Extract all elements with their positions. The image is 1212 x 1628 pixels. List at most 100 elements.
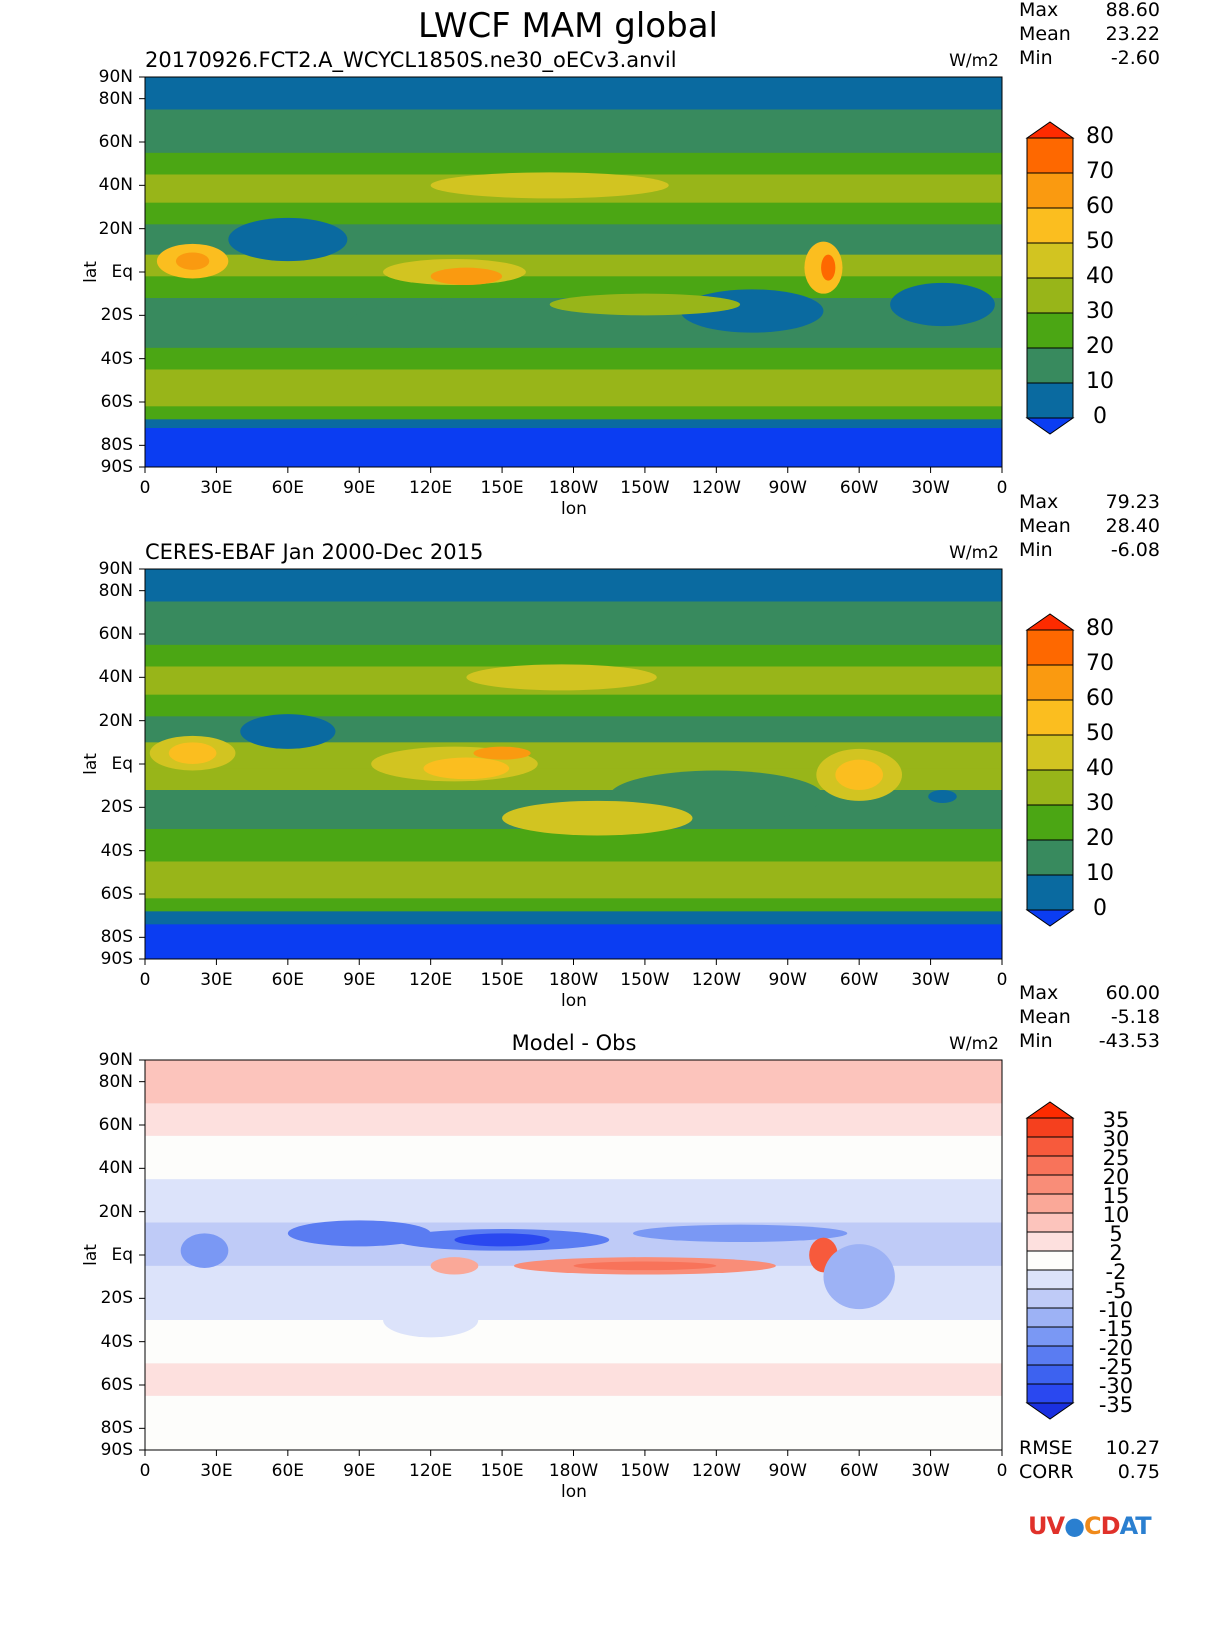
y-axis-label: lat: [80, 1244, 101, 1266]
contour-band: [145, 406, 1002, 420]
contour-band: [145, 419, 1002, 429]
lat-tick-label: 40N: [98, 175, 133, 196]
lon-tick-label: 150E: [480, 1461, 524, 1481]
units-label: W/m2: [949, 51, 999, 71]
contour-band: [145, 911, 1002, 925]
colorbar-bin: [1026, 1307, 1074, 1328]
contour-band: [145, 254, 1002, 277]
map-panel-3: [139, 1059, 1075, 1456]
contour-region: [821, 254, 836, 281]
lat-tick-label: 40N: [98, 667, 133, 688]
contour-band: [145, 1320, 1002, 1364]
lat-tick-label: 90N: [98, 1050, 133, 1070]
lon-tick-label: 90W: [768, 970, 807, 990]
stat-label-min: Min: [1019, 47, 1053, 69]
colorbar-label: 30: [1102, 1127, 1130, 1151]
contour-band: [145, 898, 1002, 912]
lon-tick-label: 30W: [911, 970, 950, 990]
lat-tick-label: 80N: [98, 580, 133, 601]
lat-tick-label: 90N: [98, 67, 133, 87]
lon-tick-label: 150E: [480, 478, 524, 498]
lon-tick-label: 30E: [200, 1461, 233, 1481]
contour-band: [145, 694, 1002, 717]
colorbar-label: -2: [1105, 1260, 1127, 1284]
colorbar-bin: [1026, 207, 1074, 244]
lat-tick-label: 60N: [98, 624, 133, 644]
colorbar-label: 10: [1086, 861, 1114, 886]
colorbar-bin: [1026, 839, 1074, 876]
lat-tick-label: 60S: [100, 884, 133, 904]
stat-label-min: Min: [1019, 1030, 1053, 1052]
colorbar: [1025, 121, 1075, 435]
colorbar-arrow-top: [1025, 1101, 1075, 1119]
lon-tick-label: 0: [139, 478, 151, 498]
map-panel-2: [139, 568, 1075, 965]
y-axis-label: lat: [80, 753, 101, 775]
lon-tick-label: 120E: [409, 478, 453, 498]
stat-value-max: 88.60: [1105, 0, 1160, 21]
colorbar-label: 35: [1102, 1108, 1130, 1132]
colorbar-bin: [1026, 1117, 1074, 1138]
x-axis-label: lon: [561, 991, 587, 1011]
contour-region: [454, 1233, 550, 1247]
lon-tick-label: 60E: [271, 1461, 305, 1481]
contour-region: [228, 217, 348, 262]
lon-tick-label: 180W: [548, 970, 599, 990]
stat-label-min: Min: [1019, 539, 1053, 561]
stat-value-rmse: 10.27: [1105, 1437, 1160, 1459]
colorbar-bin: [1026, 734, 1074, 771]
uvcdat-logo: UV●CDAT: [1028, 1512, 1152, 1540]
colorbar-label: 50: [1086, 721, 1114, 746]
contour-band: [145, 77, 1002, 110]
lon-tick-label: 150W: [620, 970, 670, 990]
lon-tick-label: 60W: [839, 1461, 879, 1481]
lon-tick-label: 90E: [343, 970, 376, 990]
colorbar-arrow-top: [1025, 613, 1075, 631]
colorbar-label: 0: [1093, 896, 1107, 921]
stat-label-rmse: RMSE: [1019, 1437, 1073, 1459]
colorbar-label: 30: [1086, 299, 1114, 324]
stat-value-min: -6.08: [1110, 539, 1160, 561]
contour-band: [145, 276, 1002, 299]
units-label: W/m2: [949, 543, 999, 563]
colorbar-arrow-bottom: [1025, 1402, 1075, 1420]
contour-region: [466, 664, 657, 691]
colorbar-bin: [1026, 137, 1074, 174]
field-2: [145, 569, 1002, 959]
colorbar-bin: [1026, 1345, 1074, 1366]
contour-band: [145, 601, 1002, 646]
lon-tick-label: 90W: [768, 1461, 807, 1481]
contour-region: [835, 759, 883, 790]
contour-band: [145, 1417, 1002, 1450]
lon-tick-label: 90E: [343, 478, 376, 498]
lon-tick-label: 120W: [691, 970, 741, 990]
lon-tick-label: 150W: [620, 478, 670, 498]
contour-band: [145, 428, 1002, 467]
contour-band: [145, 1179, 1002, 1223]
lat-tick-label: Eq: [111, 754, 133, 774]
contour-band: [145, 1395, 1002, 1418]
panel-subtitle: Model - Obs: [511, 1031, 637, 1055]
lat-tick-label: 40S: [100, 840, 133, 861]
colorbar-label: 40: [1086, 756, 1114, 781]
stat-label-max: Max: [1019, 982, 1059, 1004]
colorbar-arrow-bottom: [1025, 417, 1075, 435]
stat-label-max: Max: [1019, 0, 1059, 21]
colorbar-bin: [1026, 277, 1074, 314]
colorbar-bin: [1026, 1326, 1074, 1347]
stat-value-mean: 23.22: [1105, 23, 1160, 45]
colorbar-bin: [1026, 664, 1074, 701]
x-axis-label: lon: [561, 499, 587, 519]
lat-tick-label: 20N: [98, 1201, 133, 1222]
lon-tick-label: 30W: [911, 478, 950, 498]
lat-tick-label: 20S: [100, 1288, 133, 1309]
contour-region: [423, 757, 510, 780]
contour-region: [633, 1224, 848, 1243]
contour-band: [145, 109, 1002, 154]
contour-region: [473, 746, 531, 760]
colorbar-bin: [1026, 382, 1074, 419]
lat-tick-label: 90S: [100, 949, 133, 969]
lon-tick-label: 30W: [911, 1461, 950, 1481]
